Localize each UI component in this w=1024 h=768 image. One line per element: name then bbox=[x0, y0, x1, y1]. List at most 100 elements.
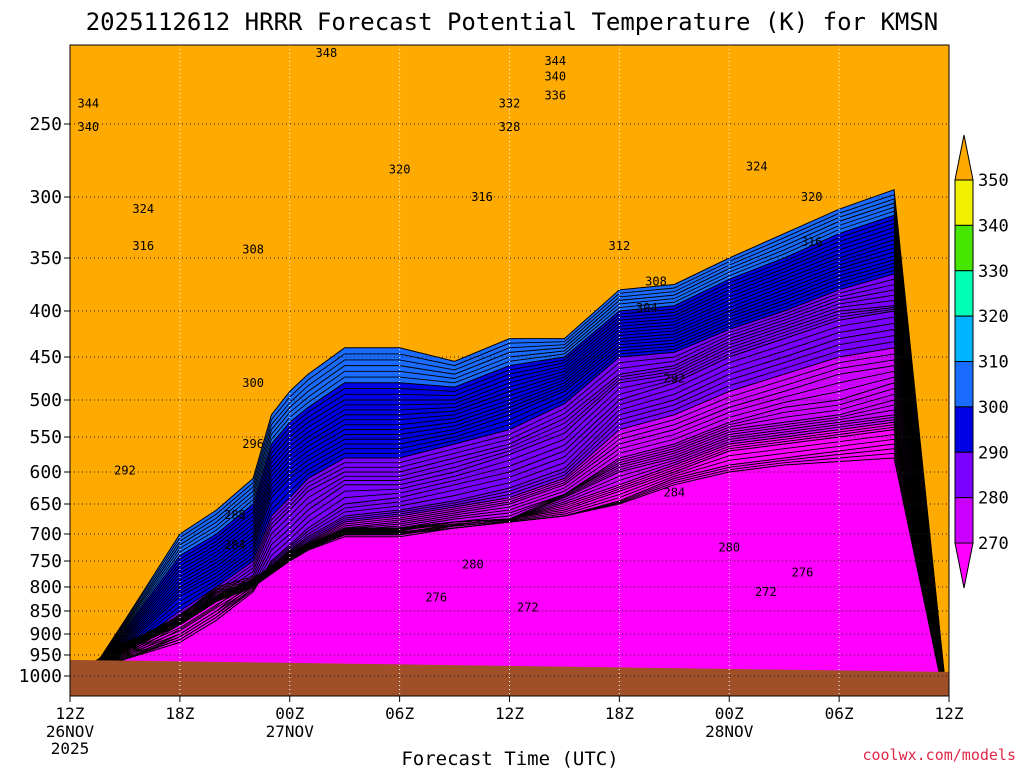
plot-area: 348 344 340 344 340 336 332 328 324 320 316 324 320 3… bbox=[70, 45, 949, 696]
colorbar-swatch bbox=[954, 406, 974, 453]
y-tick-label: 250 bbox=[29, 114, 62, 135]
theta-contour-minor bbox=[79, 206, 947, 696]
colorbar-swatch bbox=[954, 224, 974, 272]
y-tick-label: 500 bbox=[29, 390, 62, 411]
contour-label: 336 bbox=[544, 89, 566, 103]
x-tick-label: 18Z bbox=[605, 704, 634, 723]
colorbar-label: 340 bbox=[978, 216, 1009, 236]
theta-contour-minor bbox=[79, 283, 947, 696]
y-tick-label: 900 bbox=[29, 624, 62, 645]
contour-label: 344 bbox=[77, 96, 99, 110]
theta-contour-296 bbox=[79, 289, 947, 696]
theta-contour-minor bbox=[79, 255, 947, 696]
theta-contour-minor bbox=[79, 278, 947, 696]
contour-label: 280 bbox=[462, 558, 484, 572]
contour-labels: 348 344 340 344 340 336 332 328 324 320 316 324 320 3… bbox=[77, 46, 822, 615]
x-tick-label: 00Z bbox=[275, 704, 304, 723]
colorbar-swatch bbox=[954, 179, 974, 226]
contour-label: 280 bbox=[718, 541, 740, 555]
contour-label: 344 bbox=[544, 54, 566, 68]
contour-label: 284 bbox=[224, 538, 246, 552]
y-tick-label: 750 bbox=[29, 551, 62, 572]
grid-lines bbox=[70, 45, 949, 696]
colorbar-label: 310 bbox=[978, 353, 1009, 373]
contour-label: 284 bbox=[663, 485, 685, 499]
contour-label: 296 bbox=[242, 437, 264, 451]
theta-contour-minor bbox=[79, 230, 947, 696]
contour-label: 292 bbox=[114, 464, 136, 478]
colorbar-label: 280 bbox=[978, 489, 1009, 509]
theta-contour-306 bbox=[79, 226, 947, 696]
colorbar-swatch bbox=[954, 451, 974, 499]
contour-label: 300 bbox=[242, 376, 264, 390]
theta-band-272 bbox=[79, 458, 944, 696]
x-date-label: 28NOV bbox=[705, 722, 754, 741]
contour-label: 332 bbox=[499, 96, 521, 110]
colorbar-bottom-arrow bbox=[954, 542, 974, 589]
source-watermark: coolwx.com/models bbox=[862, 746, 1016, 764]
y-tick-label: 850 bbox=[29, 601, 62, 622]
theta-contour-minor bbox=[79, 259, 947, 696]
theta-contour-minor bbox=[79, 294, 947, 696]
chart-title: 2025112612 HRRR Forecast Potential Tempe… bbox=[86, 8, 939, 36]
contour-label: 288 bbox=[224, 508, 246, 522]
contour-label: 312 bbox=[609, 239, 631, 253]
contour-label: 324 bbox=[746, 159, 768, 173]
theta-contour-minor bbox=[79, 222, 947, 696]
x-axis-label: Forecast Time (UTC) bbox=[401, 748, 618, 768]
contour-label: 348 bbox=[316, 46, 338, 60]
y-tick-label: 650 bbox=[29, 494, 62, 515]
contour-label: 320 bbox=[801, 190, 823, 204]
contour-label: 308 bbox=[242, 242, 264, 256]
theta-contour-312 bbox=[79, 189, 948, 696]
y-tick-label: 550 bbox=[29, 427, 62, 448]
y-tick-label: 950 bbox=[29, 645, 62, 666]
y-tick-label: 300 bbox=[29, 187, 62, 208]
theta-contour-minor bbox=[79, 247, 947, 696]
x-tick-label: 18Z bbox=[165, 704, 194, 723]
contour-label: 328 bbox=[499, 120, 521, 134]
colorbar-label: 350 bbox=[978, 171, 1009, 191]
contour-label: 324 bbox=[132, 202, 154, 216]
y-tick-label: 700 bbox=[29, 524, 62, 545]
colorbar-label: 300 bbox=[978, 398, 1009, 418]
contour-label: 304 bbox=[636, 301, 658, 315]
theta-contour-308 bbox=[79, 214, 947, 696]
theta-contour-minor bbox=[79, 198, 947, 696]
y-tick-label: 1000 bbox=[19, 666, 62, 687]
theta-filled-contours bbox=[70, 45, 949, 696]
x-date-label: 26NOV bbox=[46, 722, 95, 741]
y-tick-label: 800 bbox=[29, 577, 62, 598]
x-tick-label: 12Z bbox=[56, 704, 85, 723]
contour-label: 308 bbox=[645, 274, 667, 288]
theta-contour-minor bbox=[79, 334, 947, 696]
contour-label: 340 bbox=[544, 70, 566, 84]
colorbar-swatch bbox=[954, 361, 974, 408]
y-tick-label: 450 bbox=[29, 347, 62, 368]
y-tick-label: 600 bbox=[29, 462, 62, 483]
theta-contour-minor bbox=[79, 299, 947, 696]
theta-contour-304 bbox=[79, 239, 947, 696]
x-tick-label: 12Z bbox=[495, 704, 524, 723]
x-year-label: 2025 bbox=[51, 739, 90, 758]
contour-label: 316 bbox=[471, 190, 493, 204]
y-axis: 2503003504004505005506006507007508008509… bbox=[19, 114, 70, 687]
x-tick-label: 00Z bbox=[715, 704, 744, 723]
contour-label: 340 bbox=[77, 120, 99, 134]
theta-contour-minor bbox=[79, 218, 947, 696]
x-tick-label: 12Z bbox=[935, 704, 964, 723]
colorbar-label: 330 bbox=[978, 262, 1009, 282]
contour-label: 276 bbox=[792, 565, 814, 579]
colorbar-swatch bbox=[954, 497, 974, 544]
colorbar-top-arrow bbox=[954, 134, 974, 181]
x-tick-label: 06Z bbox=[385, 704, 414, 723]
x-date-label: 27NOV bbox=[266, 722, 315, 741]
theta-contour-minor bbox=[79, 243, 947, 696]
theta-contour-294 bbox=[79, 305, 947, 696]
contour-label: 272 bbox=[755, 585, 777, 599]
contour-label: 272 bbox=[517, 601, 539, 615]
colorbar-swatch bbox=[954, 270, 974, 317]
contour-label: 320 bbox=[389, 162, 411, 176]
